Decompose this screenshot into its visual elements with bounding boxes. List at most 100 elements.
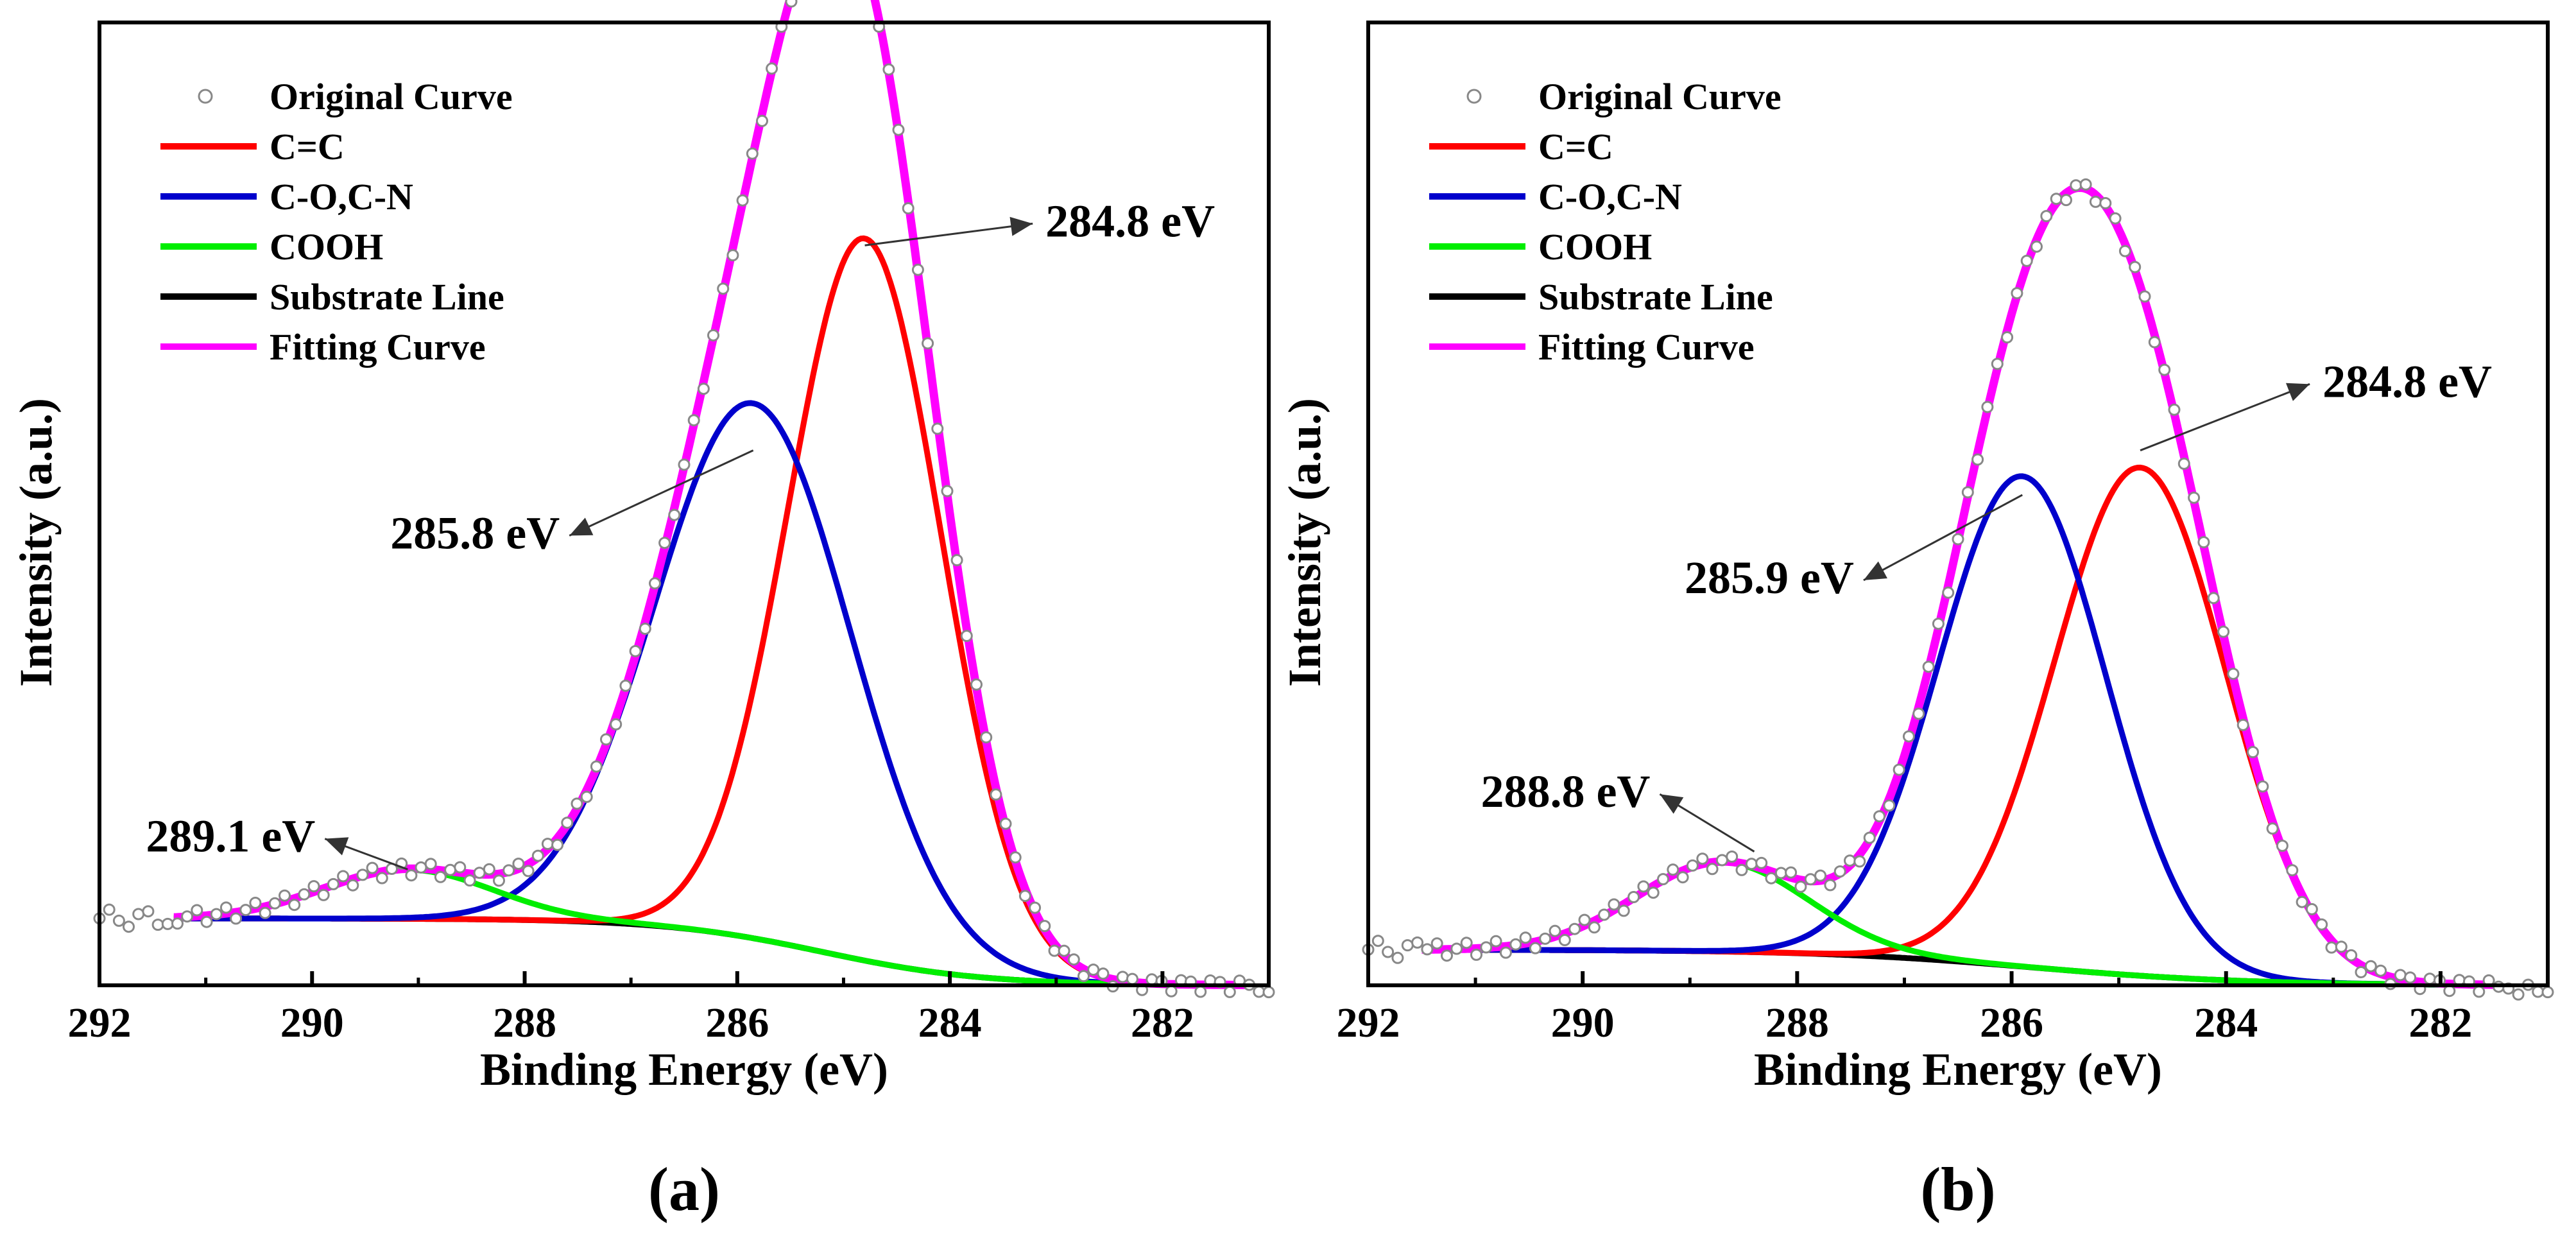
- annotations-a: 284.8 eV 285.8 eV 289.1 eV: [146, 195, 1215, 870]
- original-point-a: [502, 864, 515, 877]
- original-point-b: [1765, 872, 1778, 885]
- original-point-b: [2296, 895, 2308, 908]
- original-point-a: [103, 903, 116, 916]
- original-point-a: [493, 874, 505, 887]
- original-point-a: [1253, 985, 1266, 998]
- original-point-a: [454, 861, 467, 874]
- original-point-b: [1774, 867, 1787, 879]
- original-point-a: [551, 838, 564, 851]
- original-point-b: [1853, 855, 1866, 868]
- original-point-b: [2286, 864, 2299, 877]
- original-point-b: [1726, 851, 1739, 863]
- original-point-a: [434, 870, 447, 883]
- annotation-label-a: 284.8 eV: [1045, 195, 1215, 246]
- original-point-a: [1194, 985, 1207, 998]
- original-point-a: [999, 817, 1012, 830]
- original-point-b: [1833, 865, 1846, 878]
- annotation-arrowhead-b: [2285, 383, 2310, 401]
- original-point-a: [678, 458, 691, 471]
- original-point-a: [1029, 901, 1042, 914]
- original-point-b: [2158, 363, 2171, 376]
- original-point-b: [1401, 939, 1414, 952]
- original-point-a: [317, 888, 330, 901]
- x-tick-label-b: 286: [1980, 999, 2043, 1046]
- original-point-a: [580, 790, 593, 803]
- original-point-b: [1715, 854, 1728, 867]
- original-point-a: [736, 194, 749, 207]
- original-point-b: [2345, 949, 2358, 962]
- original-point-a: [473, 867, 486, 879]
- original-point-b: [2040, 210, 2053, 223]
- x-tick-label-b: 282: [2409, 999, 2472, 1046]
- original-points-a: [93, 0, 1275, 999]
- original-point-a: [1165, 985, 1178, 998]
- legend-label-original-curve-a: Original Curve: [270, 76, 513, 117]
- original-point-b: [1676, 871, 1689, 884]
- x-tick-label-a: 284: [918, 999, 982, 1046]
- original-point-a: [366, 861, 379, 874]
- original-point-a: [288, 899, 301, 911]
- original-point-a: [1067, 953, 1080, 966]
- original-point-a: [746, 147, 759, 160]
- original-point-b: [1971, 453, 1984, 466]
- original-point-a: [1146, 973, 1158, 986]
- legend-swatch-original-curve-b: [1466, 89, 1482, 104]
- annotation-arrowhead-a: [325, 837, 349, 856]
- original-point-a: [941, 485, 954, 497]
- original-point-b: [2512, 988, 2525, 1001]
- original-point-a: [142, 905, 155, 918]
- original-point-b: [2256, 780, 2269, 793]
- original-point-a: [424, 858, 437, 870]
- original-point-a: [1038, 920, 1051, 933]
- original-point-a: [161, 917, 174, 930]
- original-point-b: [2050, 193, 2063, 205]
- original-point-a: [531, 849, 544, 862]
- original-point-b: [1745, 858, 1758, 870]
- original-point-b: [1814, 869, 1827, 882]
- x-tick-label-b: 290: [1551, 999, 1615, 1046]
- original-point-a: [1126, 972, 1138, 985]
- legend-label-substrate-line-a: Substrate Line: [270, 276, 504, 318]
- original-point-b: [1490, 935, 1502, 947]
- original-point-b: [1755, 856, 1768, 869]
- x-ticks-a: 292 290 288 286 284 282: [68, 971, 1194, 1046]
- original-point-b: [2532, 985, 2545, 998]
- original-point-b: [1952, 533, 1964, 546]
- legend-label-c-c-a: C=C: [270, 126, 345, 168]
- original-point-a: [1009, 851, 1022, 864]
- annotation-label-b: 288.8 eV: [1481, 766, 1650, 817]
- original-point-b: [1902, 730, 1915, 743]
- plot-frame-a: [98, 21, 1271, 987]
- original-point-b: [2118, 245, 2131, 257]
- original-point-a: [590, 760, 603, 773]
- original-point-a: [541, 838, 554, 851]
- original-point-b: [2541, 986, 2554, 999]
- original-point-a: [151, 919, 164, 931]
- original-point-a: [687, 414, 700, 427]
- annotation-label-b: 284.8 eV: [2323, 356, 2492, 407]
- original-point-a: [600, 733, 612, 746]
- original-point-b: [1863, 831, 1876, 844]
- original-point-b: [2325, 941, 2338, 954]
- original-point-b: [1558, 934, 1571, 946]
- x-tick-label-a: 288: [493, 999, 556, 1046]
- chart-panel-b: 292 290 288 286 284 282 Binding Energy (eV) I…: [1279, 21, 2554, 1223]
- original-point-a: [259, 906, 271, 919]
- original-point-a: [298, 888, 311, 901]
- original-point-a: [1116, 971, 1129, 983]
- original-point-b: [2011, 287, 2023, 300]
- original-point-a: [1262, 986, 1275, 999]
- original-point-a: [307, 880, 320, 893]
- original-point-a: [1223, 985, 1236, 998]
- original-point-a: [911, 263, 924, 276]
- original-point-a: [990, 788, 1002, 801]
- original-point-b: [1883, 799, 1896, 812]
- x-tick-label-a: 292: [68, 999, 132, 1046]
- original-point-b: [1421, 943, 1434, 956]
- original-point-b: [2177, 457, 2190, 470]
- legend-label-c-o-c-n-b: C-O,C-N: [1538, 176, 1682, 218]
- original-point-b: [2188, 491, 2201, 504]
- x-tick-label-a: 282: [1131, 999, 1194, 1046]
- original-point-a: [463, 874, 476, 887]
- original-point-b: [1539, 932, 1552, 945]
